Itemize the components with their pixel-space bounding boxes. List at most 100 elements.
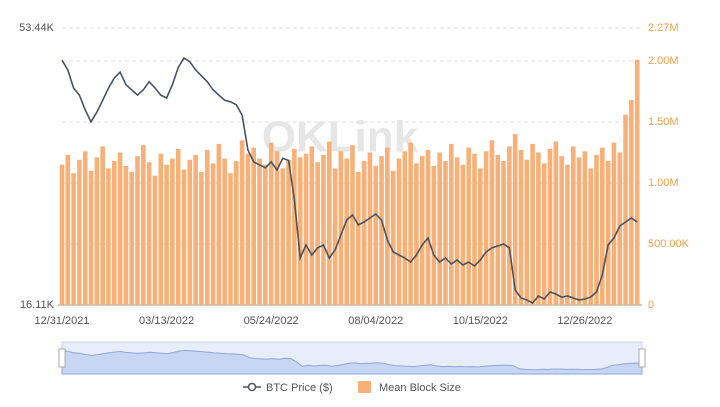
bar [408,142,413,305]
bar [129,171,135,305]
bar [158,153,164,305]
bar [483,151,489,305]
bar [454,157,460,305]
bar [472,153,477,305]
bar [88,170,94,305]
bar [234,161,239,305]
bar [501,161,506,305]
bar [617,152,623,305]
bar [59,164,65,305]
bar [414,163,419,305]
bar [390,170,396,305]
bar [65,154,71,305]
legend-item[interactable]: Mean Block Size [358,381,461,394]
bar [350,145,355,305]
bar [547,148,553,305]
bar [187,159,193,305]
bar [111,161,117,305]
bar [117,152,123,305]
bar [448,143,454,305]
y2-tick-label: 1.00M [648,177,679,189]
bar [222,158,227,305]
x-tick-label: 10/15/2022 [453,315,508,327]
bar [204,150,210,305]
bar [536,152,541,305]
bar [152,175,158,305]
bar [77,159,82,305]
y2-tick-label: 500.00K [648,238,690,250]
bar [425,150,431,305]
x-tick-label: 12/31/2021 [34,315,89,327]
bar [100,146,105,305]
bar [274,151,280,305]
bar [634,59,640,306]
bar [263,164,268,305]
bar [123,165,129,305]
bar [210,163,216,305]
bar [309,146,315,305]
bar [268,142,274,305]
bar [489,140,495,305]
bar [507,146,512,305]
legend-swatch [358,381,371,393]
bar [600,147,605,305]
bar [594,154,599,305]
bar [582,151,588,305]
price-line [61,56,638,305]
navigator-handle[interactable] [638,348,646,368]
bar [193,154,198,305]
bar [297,157,303,305]
bar [541,163,547,305]
bar [530,143,535,305]
bar [478,168,483,305]
bar [495,154,501,305]
bar [106,168,111,305]
x-tick-label: 05/24/2022 [244,315,299,327]
bar [245,153,251,305]
bar [361,161,367,305]
bar [315,162,320,305]
legend-item[interactable]: BTC Price ($) [243,382,333,394]
navigator-handle[interactable] [58,348,66,368]
bar [460,164,466,305]
bar [553,141,559,305]
bar [605,161,611,305]
bar [385,147,390,305]
bar [588,168,594,305]
bar [443,161,448,305]
x-tick-label: 03/13/2022 [139,315,194,327]
navigator-area [61,349,643,375]
bar [431,165,437,305]
bar [518,150,524,305]
bar [164,164,169,305]
bar [175,148,181,305]
bar [135,156,140,305]
bar [367,152,373,305]
bar [332,168,338,305]
bar [257,158,262,305]
bar [524,159,530,305]
bar [239,140,245,305]
bar [82,151,88,305]
y2-tick-label: 2.00M [648,55,679,67]
bar [71,173,76,305]
legend-label: Mean Block Size [379,382,461,394]
bar [326,141,332,305]
y-tick-label: 16.11K [20,299,55,311]
bar [170,158,175,305]
bar [94,157,100,305]
y-tick-label: 53.44K [19,22,55,34]
bar [419,156,425,305]
bar [437,152,442,305]
bar [292,148,297,305]
bar [559,156,564,305]
bar [251,147,257,305]
bar [181,169,187,305]
x-tick-label: 08/04/2022 [348,315,403,327]
bar [565,164,570,305]
bar [216,143,222,305]
y2-tick-label: 1.50M [648,116,679,128]
bar [379,156,384,305]
x-tick-label: 12/26/2022 [557,315,612,327]
